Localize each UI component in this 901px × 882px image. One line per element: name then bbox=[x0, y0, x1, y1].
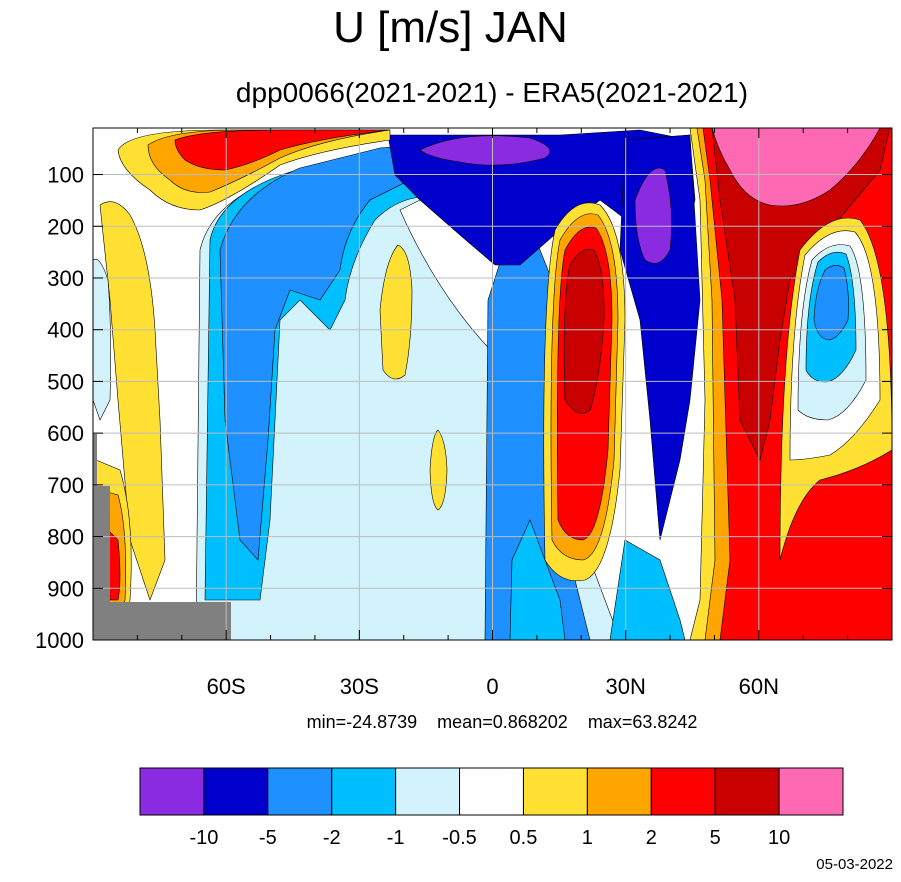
colorbar-label-0: -10 bbox=[189, 827, 218, 849]
y-tick-label-0: 100 bbox=[47, 163, 84, 188]
colorbar-label-3: -1 bbox=[387, 827, 405, 849]
contour-region-sh-pos-c bbox=[174, 129, 391, 171]
contour-region-sfc-pos-c bbox=[107, 529, 121, 601]
y-axis-labels: 100 200 300 400 500 600 700 800 900 1000 bbox=[35, 163, 84, 653]
contour-region-sh-neg-small bbox=[93, 258, 111, 421]
colorbar-label-2: -2 bbox=[323, 827, 341, 849]
contour-region-tropic-pos4 bbox=[563, 248, 605, 414]
stat-min: min=-24.8739 bbox=[306, 712, 418, 732]
stat-mean: mean=0.868202 bbox=[437, 712, 568, 732]
colorbar-label-7: 2 bbox=[646, 827, 657, 849]
chart-subtitle: dpp0066(2021-2021) - ERA5(2021-2021) bbox=[235, 77, 749, 108]
colorbar-swatch-0 bbox=[139, 767, 205, 816]
colorbar-label-8: 5 bbox=[710, 827, 721, 849]
contour-region-nh-pos5 bbox=[711, 128, 881, 207]
contour-region-nh-neg-edge bbox=[609, 539, 686, 640]
colorbar-label-5: 0.5 bbox=[510, 827, 538, 849]
colorbar-labels: -10 -5 -2 -1 -0.5 0.5 1 2 5 10 bbox=[189, 827, 790, 849]
x-axis-labels: 60S 30S 0 30N 60N bbox=[207, 674, 779, 699]
missing-data-topography bbox=[93, 434, 231, 640]
stat-max: max=63.8242 bbox=[587, 712, 698, 732]
stats-line: min=-24.8739 mean=0.868202 max=63.8242 bbox=[0, 710, 901, 734]
contour-region-nh-pocket-e bbox=[813, 265, 849, 341]
x-tick-label-4: 60N bbox=[739, 674, 779, 699]
colorbar-label-4: -0.5 bbox=[442, 827, 476, 849]
colorbar-swatch-9 bbox=[714, 767, 780, 816]
y-tick-label-4: 500 bbox=[47, 369, 84, 394]
y-tick-label-5: 600 bbox=[47, 421, 84, 446]
colorbar-swatch-8 bbox=[650, 767, 716, 816]
contour-region-sh-neg3 bbox=[219, 139, 491, 561]
y-tick-label-8: 900 bbox=[47, 576, 84, 601]
colorbar-swatch-2 bbox=[267, 767, 333, 816]
y-tick-label-1: 200 bbox=[47, 214, 84, 239]
x-tick-label-1: 30S bbox=[340, 674, 379, 699]
y-tick-label-7: 800 bbox=[47, 525, 84, 550]
contour-region-sh-pos-e bbox=[379, 244, 413, 380]
colorbar-swatch-7 bbox=[586, 767, 652, 816]
contour-region-sh-pos-f bbox=[429, 429, 448, 511]
colorbar-swatch-6 bbox=[522, 767, 588, 816]
contour-field bbox=[93, 128, 892, 640]
colorbar-swatch-3 bbox=[331, 767, 397, 816]
contour-region-nh-neg-core bbox=[634, 167, 672, 264]
colorbar-label-6: 1 bbox=[582, 827, 593, 849]
colorbar-swatch-4 bbox=[395, 767, 461, 816]
colorbar-swatch-5 bbox=[459, 767, 524, 816]
x-tick-label-0: 60S bbox=[207, 674, 246, 699]
contour-region-strat-neg-core bbox=[419, 135, 551, 166]
grid-lines bbox=[93, 128, 892, 640]
y-tick-label-3: 400 bbox=[47, 318, 84, 343]
colorbar-label-9: 10 bbox=[768, 827, 790, 849]
axis-ticks bbox=[92, 128, 893, 641]
colorbar bbox=[139, 767, 844, 816]
chart-title: U [m/s] JAN bbox=[333, 3, 568, 52]
plot-date: 05-03-2022 bbox=[816, 856, 893, 873]
colorbar-swatch-1 bbox=[203, 767, 269, 816]
y-tick-label-6: 700 bbox=[47, 473, 84, 498]
x-tick-label-3: 30N bbox=[605, 674, 645, 699]
colorbar-label-1: -5 bbox=[259, 827, 277, 849]
contour-region-nh-pos4 bbox=[711, 128, 891, 461]
contour-region-sh-pos-d bbox=[99, 201, 166, 601]
x-tick-label-2: 0 bbox=[486, 674, 498, 699]
y-tick-label-9: 1000 bbox=[35, 628, 84, 653]
colorbar-swatch-10 bbox=[778, 767, 844, 816]
y-tick-label-2: 300 bbox=[47, 266, 84, 291]
